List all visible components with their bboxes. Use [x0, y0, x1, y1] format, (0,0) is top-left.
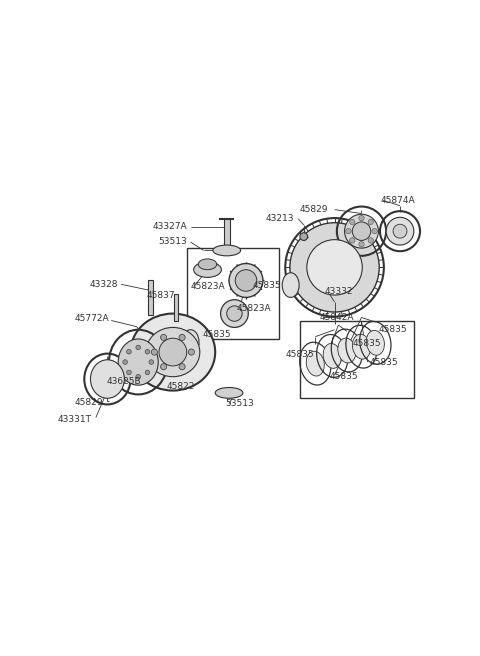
Ellipse shape: [300, 233, 308, 240]
Ellipse shape: [160, 363, 167, 370]
Text: 43332: 43332: [324, 287, 353, 296]
Bar: [148, 281, 153, 315]
Text: 45823A: 45823A: [237, 304, 271, 313]
Ellipse shape: [160, 335, 167, 340]
Ellipse shape: [352, 222, 371, 240]
Text: 45772A: 45772A: [74, 314, 109, 323]
Ellipse shape: [179, 363, 185, 370]
Ellipse shape: [188, 349, 194, 355]
Ellipse shape: [193, 262, 221, 277]
Ellipse shape: [145, 350, 150, 354]
Ellipse shape: [323, 344, 341, 368]
Text: 45842A: 45842A: [320, 313, 354, 322]
Bar: [224, 219, 230, 246]
Text: 45835: 45835: [329, 372, 358, 381]
Text: 45835: 45835: [286, 350, 314, 359]
Ellipse shape: [127, 370, 131, 375]
Ellipse shape: [227, 306, 242, 321]
Ellipse shape: [368, 237, 373, 243]
Ellipse shape: [151, 349, 157, 355]
Bar: [174, 295, 178, 321]
Ellipse shape: [290, 222, 379, 312]
Ellipse shape: [198, 259, 217, 270]
Ellipse shape: [159, 338, 187, 366]
Ellipse shape: [306, 351, 324, 376]
Ellipse shape: [235, 270, 257, 291]
Text: 53513: 53513: [225, 399, 254, 408]
Ellipse shape: [338, 338, 356, 363]
Text: 45837: 45837: [146, 291, 175, 300]
Text: 45829: 45829: [74, 398, 103, 407]
Ellipse shape: [346, 228, 351, 234]
Text: 43331T: 43331T: [58, 415, 92, 424]
Ellipse shape: [368, 219, 373, 224]
Ellipse shape: [349, 237, 355, 243]
Ellipse shape: [359, 215, 364, 221]
Text: 43625B: 43625B: [107, 377, 141, 386]
Text: 43327A: 43327A: [152, 222, 187, 231]
Text: 45835: 45835: [378, 325, 407, 335]
Ellipse shape: [131, 314, 215, 390]
Text: 45823A: 45823A: [191, 282, 225, 291]
Text: 45829: 45829: [299, 205, 328, 214]
Text: 45835: 45835: [253, 281, 281, 289]
Ellipse shape: [213, 245, 240, 256]
Text: 45835: 45835: [202, 330, 231, 339]
Text: 53513: 53513: [158, 237, 187, 247]
Text: 45874A: 45874A: [381, 196, 415, 205]
Ellipse shape: [393, 224, 407, 238]
Ellipse shape: [349, 219, 355, 224]
Ellipse shape: [229, 264, 263, 297]
Ellipse shape: [127, 350, 131, 354]
Text: 45835: 45835: [369, 358, 398, 367]
Ellipse shape: [136, 345, 141, 350]
Ellipse shape: [352, 335, 371, 359]
Ellipse shape: [146, 327, 200, 377]
Text: 45822: 45822: [167, 382, 195, 391]
Ellipse shape: [118, 339, 158, 385]
Ellipse shape: [307, 239, 362, 295]
Ellipse shape: [386, 217, 414, 245]
Text: 43328: 43328: [90, 280, 118, 289]
Ellipse shape: [145, 370, 150, 375]
Ellipse shape: [182, 330, 199, 354]
Ellipse shape: [221, 300, 248, 327]
Text: 45835: 45835: [352, 339, 381, 348]
Ellipse shape: [282, 273, 299, 297]
Ellipse shape: [359, 241, 364, 247]
Ellipse shape: [90, 359, 124, 398]
Bar: [300, 321, 414, 398]
Ellipse shape: [149, 359, 154, 364]
Ellipse shape: [136, 375, 141, 379]
Ellipse shape: [372, 228, 377, 234]
Ellipse shape: [123, 359, 127, 364]
Bar: [187, 248, 279, 339]
Ellipse shape: [366, 331, 384, 356]
Ellipse shape: [179, 335, 185, 340]
Ellipse shape: [215, 388, 243, 398]
Text: 43213: 43213: [265, 215, 294, 223]
Ellipse shape: [345, 215, 378, 248]
